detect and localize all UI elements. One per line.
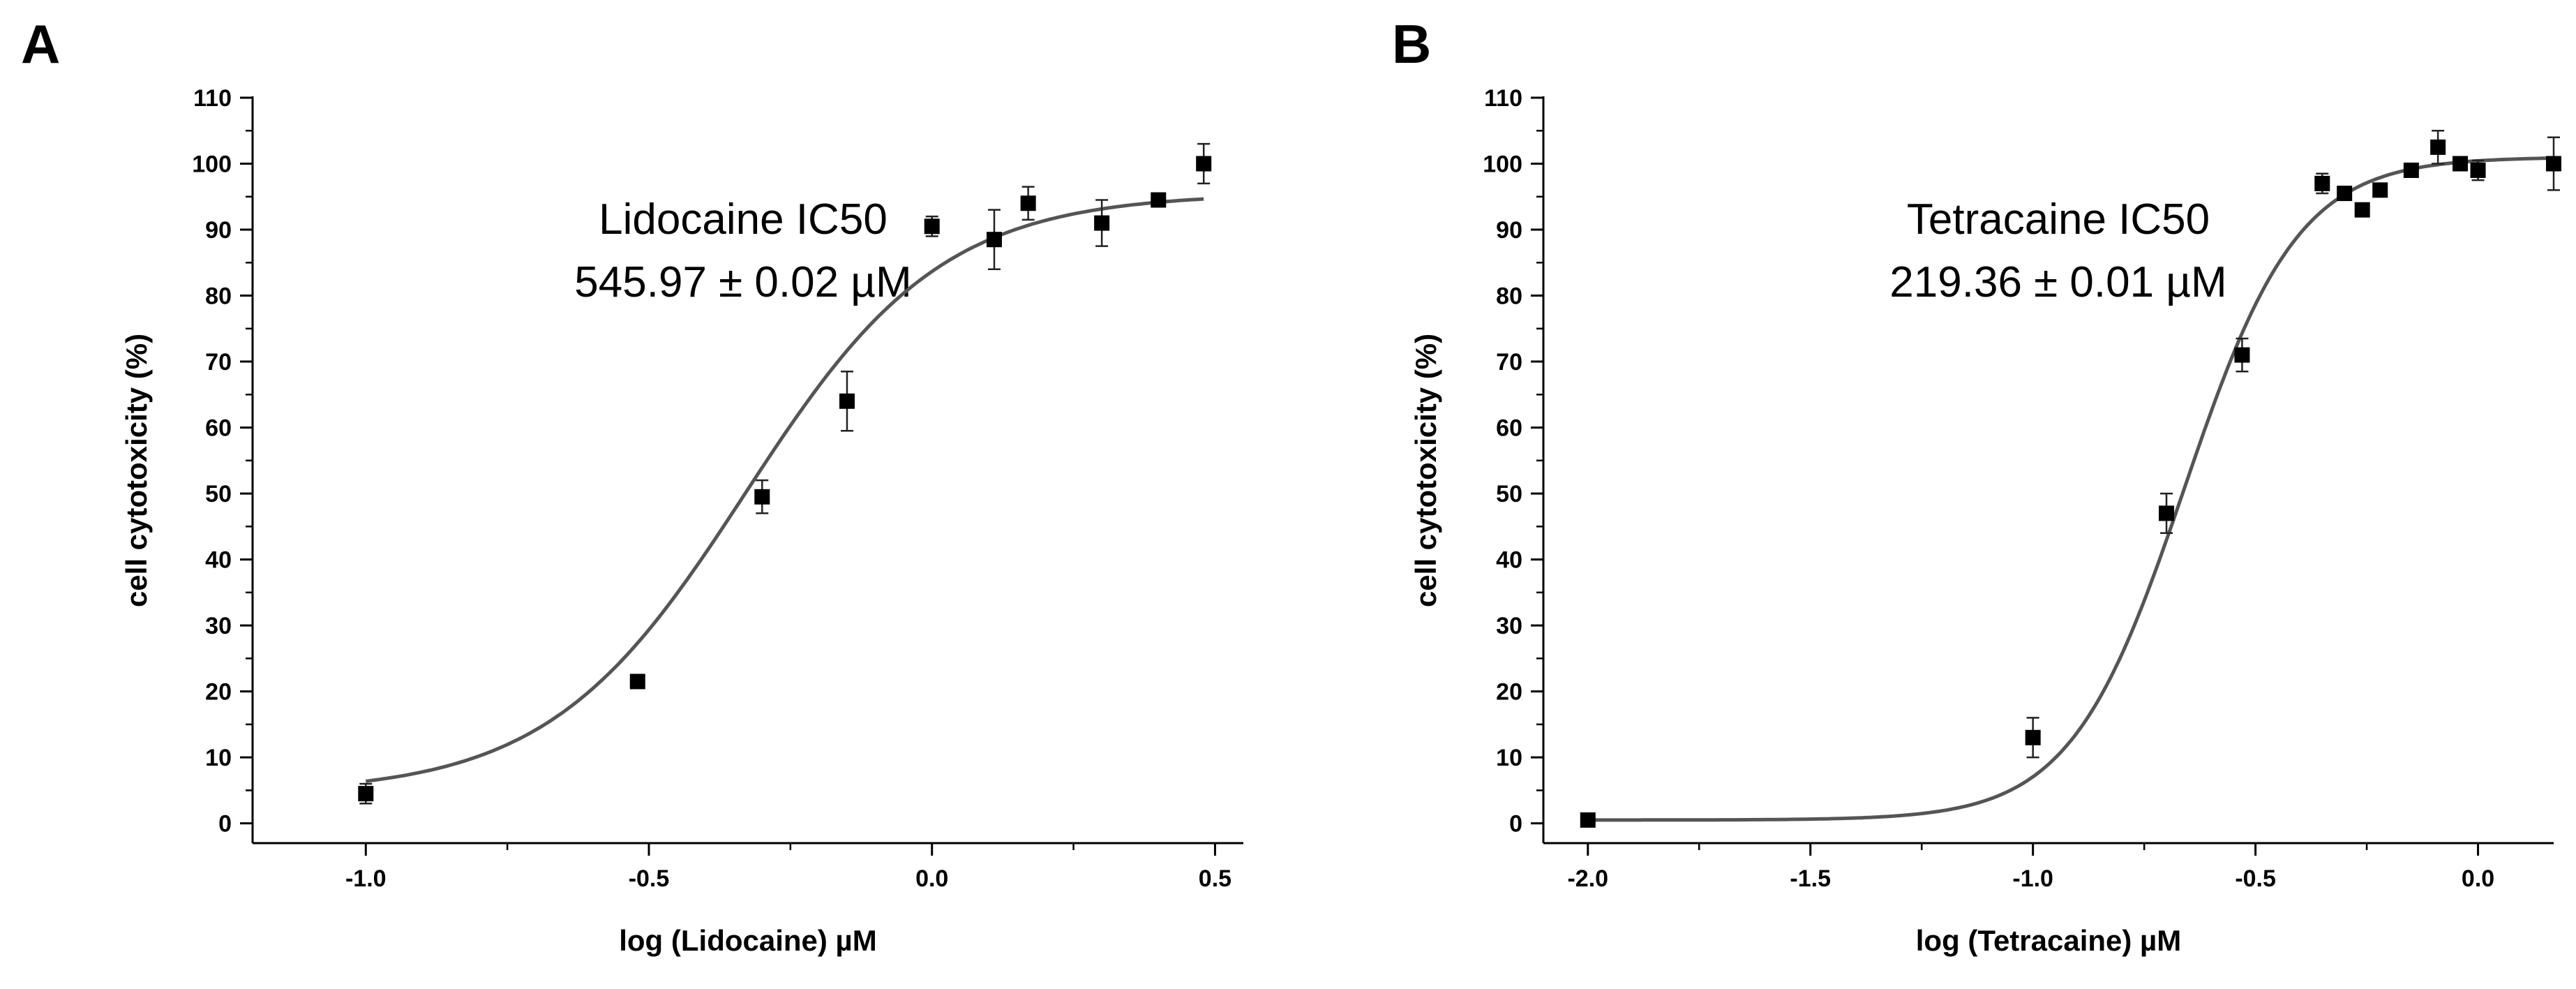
data-point — [1020, 195, 1036, 211]
y-tick-label: 40 — [205, 547, 232, 574]
data-point — [2159, 505, 2175, 521]
y-tick-label: 40 — [1496, 547, 1522, 574]
y-tick-label: 30 — [1496, 613, 1522, 639]
fit-curve — [1587, 156, 2554, 822]
data-point — [1196, 156, 1212, 172]
data-point — [2430, 139, 2446, 155]
y-tick-label: 50 — [205, 481, 232, 507]
x-tick-label: 0.0 — [915, 865, 948, 892]
data-point — [2025, 729, 2041, 745]
y-tick-label: 0 — [1509, 811, 1522, 838]
data-point — [1094, 215, 1110, 231]
y-axis-label: cell cytotoxicity (%) — [120, 334, 153, 607]
chart-a: 0 10 20 30 40 50 60 70 80 90 100 110 -1.0 -0.5 0.0 0.5 l… — [21, 13, 1243, 957]
y-tick-label: 30 — [205, 613, 232, 639]
data-point — [2546, 156, 2561, 172]
y-tick-label: 90 — [1496, 217, 1522, 244]
fit-curve — [366, 197, 1204, 783]
x-tick-label: -1.5 — [1790, 865, 1831, 892]
y-tick-label: 20 — [1496, 679, 1522, 706]
y-tick-label: 110 — [1484, 85, 1522, 112]
y-tick-label: 80 — [1496, 283, 1522, 310]
y-tick-label: 70 — [205, 349, 232, 375]
y-tick-label: 10 — [205, 745, 232, 771]
y-tick-label: 100 — [1483, 151, 1522, 178]
y-tick-label: 50 — [1496, 481, 1522, 507]
y-tick-label: 60 — [1496, 415, 1522, 442]
chart-b: 0 10 20 30 40 50 60 70 80 90 100 110 -2.0 -1.5 -1.0 -0.… — [1392, 13, 2561, 957]
data-point — [754, 489, 770, 505]
x-axis-label: log (Tetracaine) µM — [1916, 924, 2181, 957]
data-point — [2403, 162, 2419, 178]
y-tick-label: 80 — [205, 283, 232, 310]
data-point — [2354, 202, 2370, 218]
x-tick-label: -0.5 — [629, 865, 670, 892]
x-tick-label: -1.0 — [2012, 865, 2053, 892]
data-point — [2470, 162, 2486, 178]
y-tick-label: 60 — [205, 415, 232, 442]
data-point — [2337, 186, 2353, 202]
data-point — [1580, 812, 1596, 828]
ic50-value: 219.36 ± 0.01 µM — [1889, 258, 2226, 306]
panel-label: A — [21, 13, 60, 75]
x-tick-label: -1.0 — [345, 865, 387, 892]
x-axis-label: log (Lidocaine) µM — [619, 924, 877, 957]
x-tick-label: -0.5 — [2235, 865, 2276, 892]
x-tick-label: 0.5 — [1199, 865, 1231, 892]
data-point — [986, 232, 1002, 248]
ic50-title: Tetracaine IC50 — [1907, 195, 2210, 244]
x-tick-label: 0.0 — [2462, 865, 2494, 892]
ic50-title: Lidocaine IC50 — [599, 195, 888, 244]
y-tick-label: 70 — [1496, 349, 1522, 375]
data-point — [2372, 182, 2388, 198]
y-tick-label: 90 — [205, 217, 232, 244]
panel-label: B — [1392, 13, 1431, 75]
y-tick-label: 0 — [218, 811, 232, 838]
ic50-value: 545.97 ± 0.02 µM — [574, 258, 911, 306]
data-point — [2234, 347, 2250, 363]
y-tick-label: 110 — [193, 85, 232, 112]
data-point — [629, 674, 645, 690]
data-point — [1151, 192, 1167, 208]
x-tick-label: -2.0 — [1567, 865, 1608, 892]
data-point — [2453, 156, 2469, 172]
data-point — [839, 393, 855, 409]
data-point — [358, 786, 374, 802]
y-tick-label: 20 — [205, 679, 232, 706]
y-tick-label: 100 — [192, 151, 232, 178]
data-point — [2314, 175, 2330, 191]
y-axis-label: cell cytotoxicity (%) — [1409, 334, 1442, 607]
data-point — [924, 218, 940, 235]
y-tick-label: 10 — [1496, 745, 1522, 771]
